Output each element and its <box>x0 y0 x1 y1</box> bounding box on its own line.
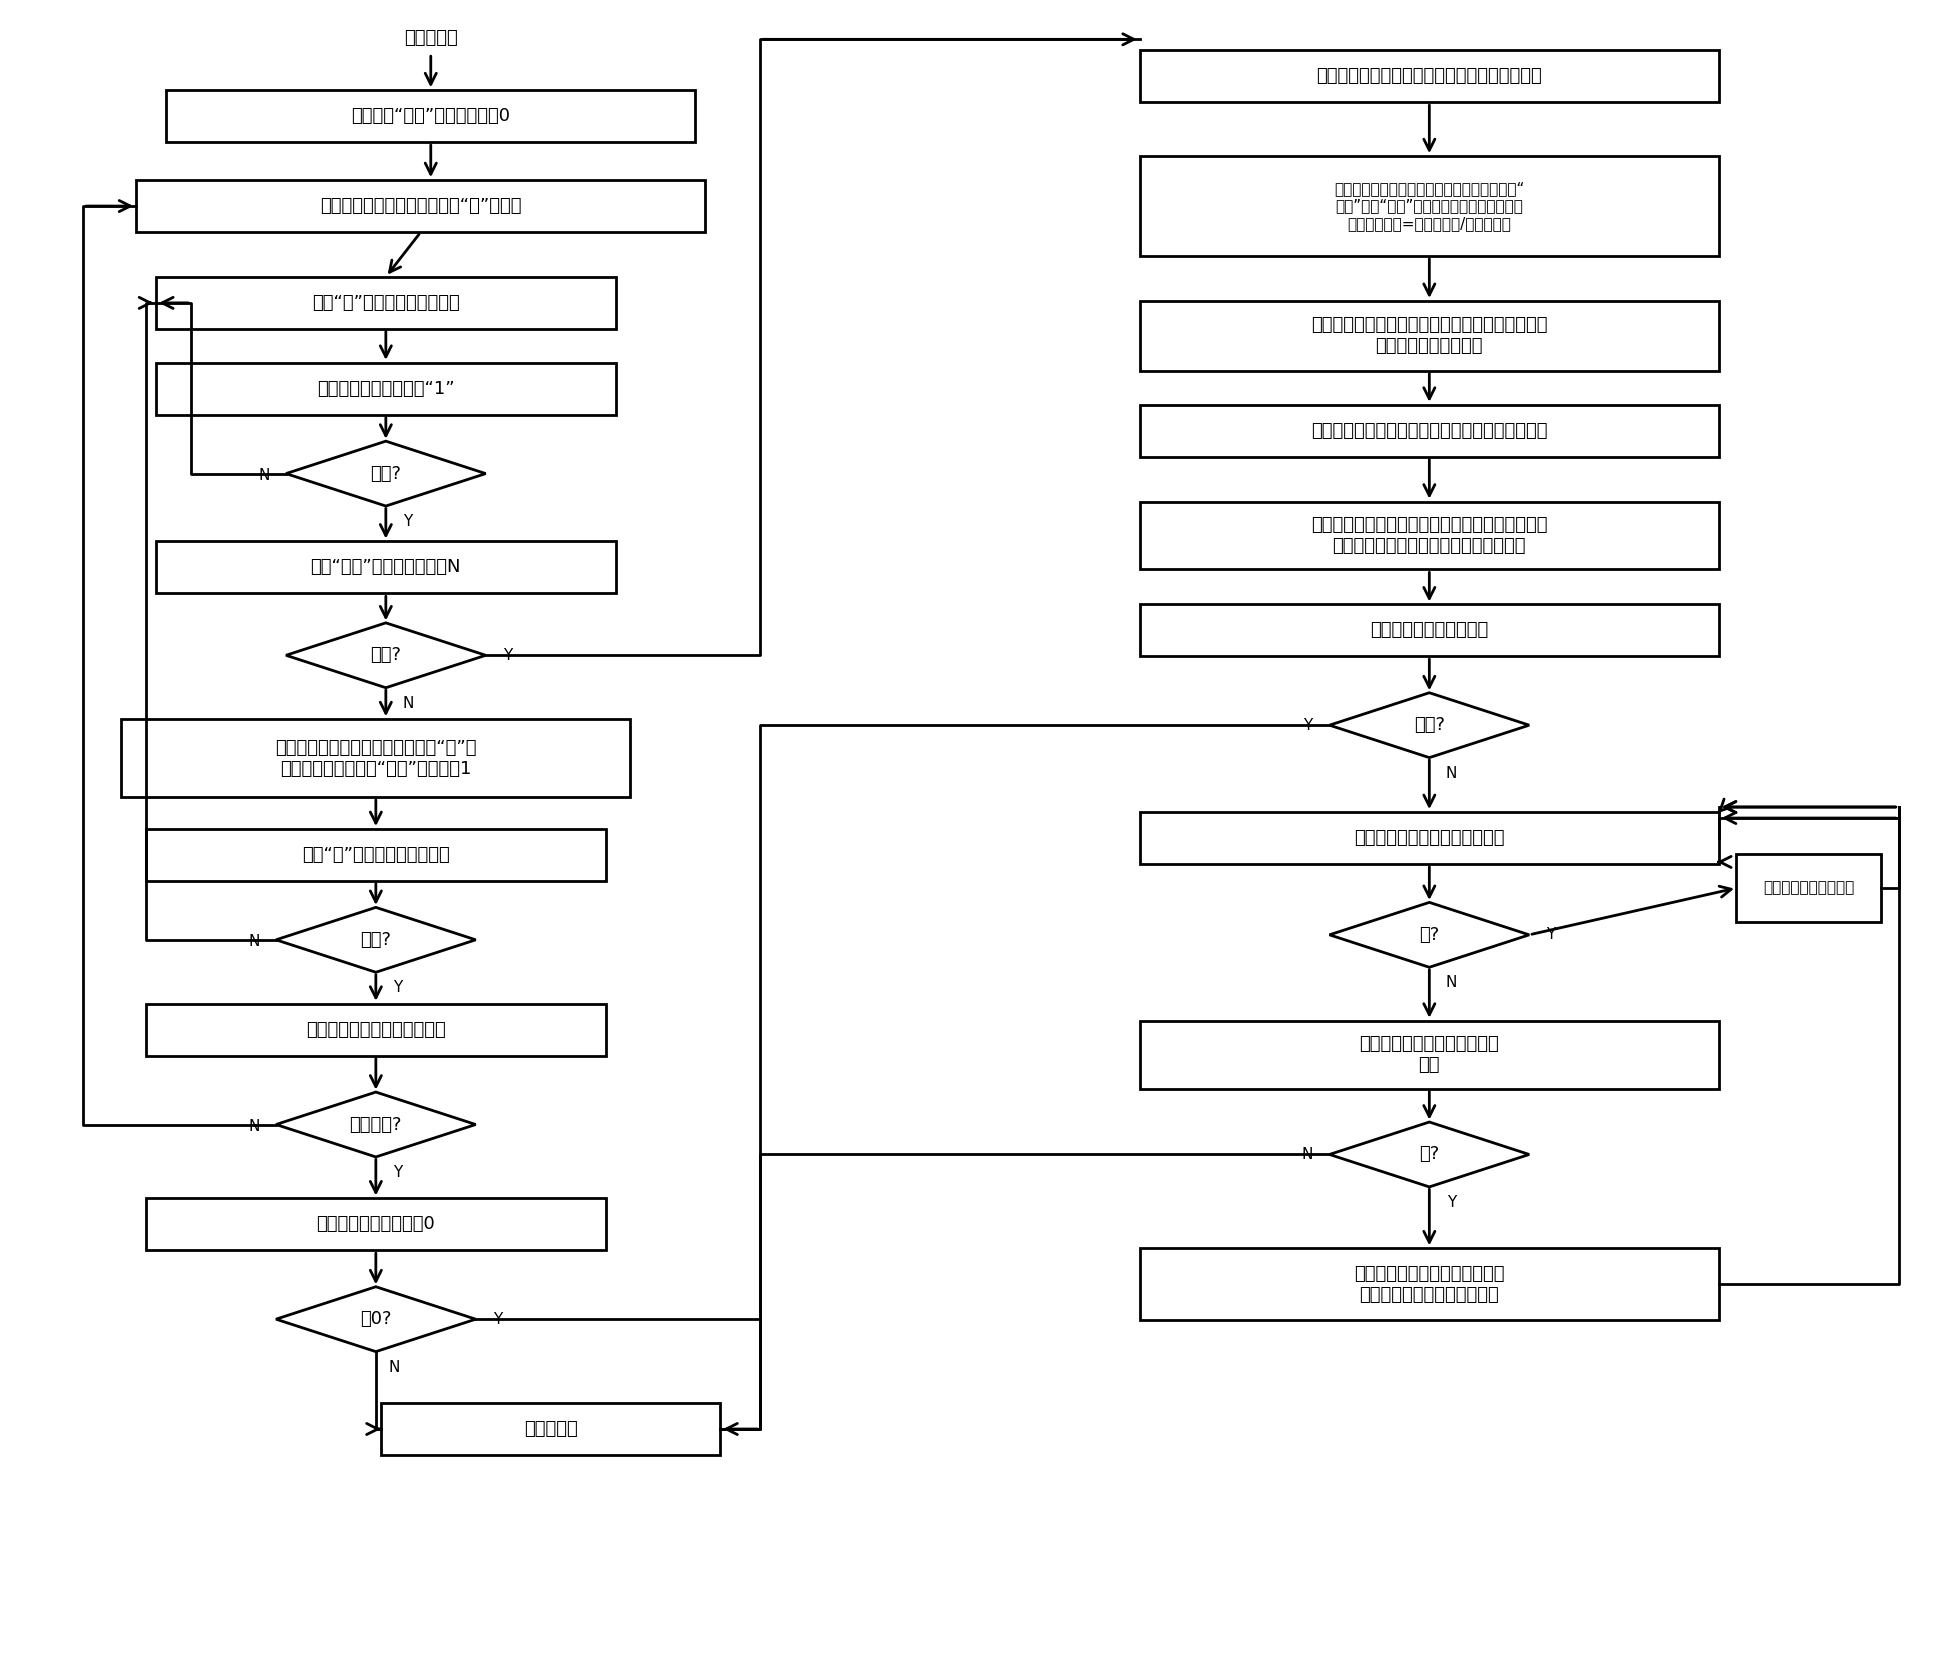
Text: Y: Y <box>494 1312 502 1327</box>
Bar <box>157 278 616 329</box>
Text: 设置变量“有效”页数量的値为0: 设置变量“有效”页数量的値为0 <box>351 106 509 125</box>
Text: 通过查找物理页状态表，获取候选替换块中的“
失效”页和“有效”页的数量，并计算失效比率
，且失效比率=失效页数量/有效页数量: 通过查找物理页状态表，获取候选替换块中的“ 失效”页和“有效”页的数量，并计算失… <box>1335 181 1524 231</box>
Text: 判断该页标识位是否为“1”: 判断该页标识位是否为“1” <box>318 379 455 397</box>
Text: 判断“脏”页链表是否遍历完成: 判断“脏”页链表是否遍历完成 <box>302 846 449 865</box>
Text: N: N <box>403 695 413 710</box>
Bar <box>136 180 705 233</box>
Text: 已满?: 已满? <box>1414 717 1445 733</box>
Text: 是?: 是? <box>1420 1146 1439 1164</box>
Polygon shape <box>275 1287 477 1352</box>
Bar <box>1736 855 1881 921</box>
Text: 判断替换块缓存是否写满: 判断替换块缓存是否写满 <box>1369 622 1488 639</box>
Text: Y: Y <box>504 649 511 664</box>
Bar <box>1139 1249 1718 1320</box>
Text: N: N <box>258 467 269 482</box>
Text: N: N <box>1445 975 1457 989</box>
Text: Y: Y <box>403 514 413 529</box>
Bar <box>1139 1021 1718 1089</box>
Polygon shape <box>275 908 477 973</box>
Text: 判断物理块链表是否遍历完成: 判断物理块链表是否遍历完成 <box>306 1021 446 1039</box>
Text: Y: Y <box>393 980 403 994</box>
Text: 有?: 有? <box>1420 926 1439 945</box>
Text: 获取“脏”页链表表尾对应的页: 获取“脏”页链表表尾对应的页 <box>312 294 459 313</box>
Polygon shape <box>287 624 486 688</box>
Text: 比较候选替换块的实效比率，选取实效比率最大的
候选替换块作为替换块: 比较候选替换块的实效比率，选取实效比率最大的 候选替换块作为替换块 <box>1311 316 1548 356</box>
Text: 获取新页链表的表尾的页，并将
该页数据写入替换块的当前页: 获取新页链表的表尾的页，并将 该页数据写入替换块的当前页 <box>1354 1266 1505 1304</box>
Text: Y: Y <box>1546 928 1555 943</box>
Bar <box>1139 404 1718 457</box>
Text: 判断新页链表的表尾是否指向
某页: 判断新页链表的表尾是否指向 某页 <box>1360 1036 1499 1074</box>
Bar <box>145 1004 606 1056</box>
Text: 获取物理块链表的表尾对应的“脏”页链表: 获取物理块链表的表尾对应的“脏”页链表 <box>320 196 521 215</box>
Text: N: N <box>1302 1147 1313 1162</box>
Text: 判断有效页数量是否为0: 判断有效页数量是否为0 <box>316 1216 436 1234</box>
Polygon shape <box>1329 903 1528 968</box>
Bar <box>1139 604 1718 657</box>
Text: Y: Y <box>1447 1196 1457 1211</box>
Text: 通过并将该物理块内的有效页预读到替换块缓存中
，然后释放这些页在页缓存中所占的空间: 通过并将该物理块内的有效页预读到替换块缓存中 ，然后释放这些页在页缓存中所占的空… <box>1311 516 1548 555</box>
Text: 遍历完成?: 遍历完成? <box>349 1116 403 1134</box>
Text: 将替换块中的页按照页内偏移位置写入替换块缓存: 将替换块中的页按照页内偏移位置写入替换块缓存 <box>1311 422 1548 439</box>
Polygon shape <box>287 441 486 506</box>
Text: N: N <box>387 1360 399 1375</box>
Bar <box>122 718 630 797</box>
Text: 块替换请求: 块替换请求 <box>405 30 457 47</box>
Text: N: N <box>248 1119 260 1134</box>
Text: 为0?: 为0? <box>360 1310 391 1329</box>
Text: 成立?: 成立? <box>370 464 401 482</box>
Bar <box>157 542 616 594</box>
Bar <box>1139 812 1718 865</box>
Polygon shape <box>1329 1123 1528 1187</box>
Text: N: N <box>248 935 260 950</box>
Text: N: N <box>1445 765 1457 780</box>
Text: 释放相应的页缓存空间，然后删除“脏”页
链表中的相应结点，“有效”页数量加1: 释放相应的页缓存空间，然后删除“脏”页 链表中的相应结点，“有效”页数量加1 <box>275 738 477 778</box>
Text: 判断替换块的当前页是否有数据: 判断替换块的当前页是否有数据 <box>1354 828 1505 846</box>
Text: 将物理块链表中后一半的物理块作为候选替换块: 将物理块链表中后一半的物理块作为候选替换块 <box>1317 67 1542 85</box>
Text: Y: Y <box>1304 718 1311 733</box>
Bar <box>145 1199 606 1251</box>
Text: Y: Y <box>393 1164 403 1181</box>
Bar <box>145 828 606 881</box>
Polygon shape <box>1329 693 1528 758</box>
Bar <box>1139 301 1718 371</box>
Text: 判断“有效”页数量是否等于N: 判断“有效”页数量是否等于N <box>310 559 461 577</box>
Bar <box>157 363 616 414</box>
Polygon shape <box>275 1093 477 1157</box>
Bar <box>167 90 695 141</box>
Bar <box>382 1404 721 1455</box>
Text: 完成?: 完成? <box>360 931 391 950</box>
Text: 成立?: 成立? <box>370 647 401 664</box>
Bar <box>1139 502 1718 569</box>
Text: 遍历替换块的下一个页: 遍历替换块的下一个页 <box>1763 880 1854 895</box>
Text: 块替换结束: 块替换结束 <box>523 1420 577 1438</box>
Bar <box>1139 156 1718 256</box>
Bar <box>1139 50 1718 101</box>
